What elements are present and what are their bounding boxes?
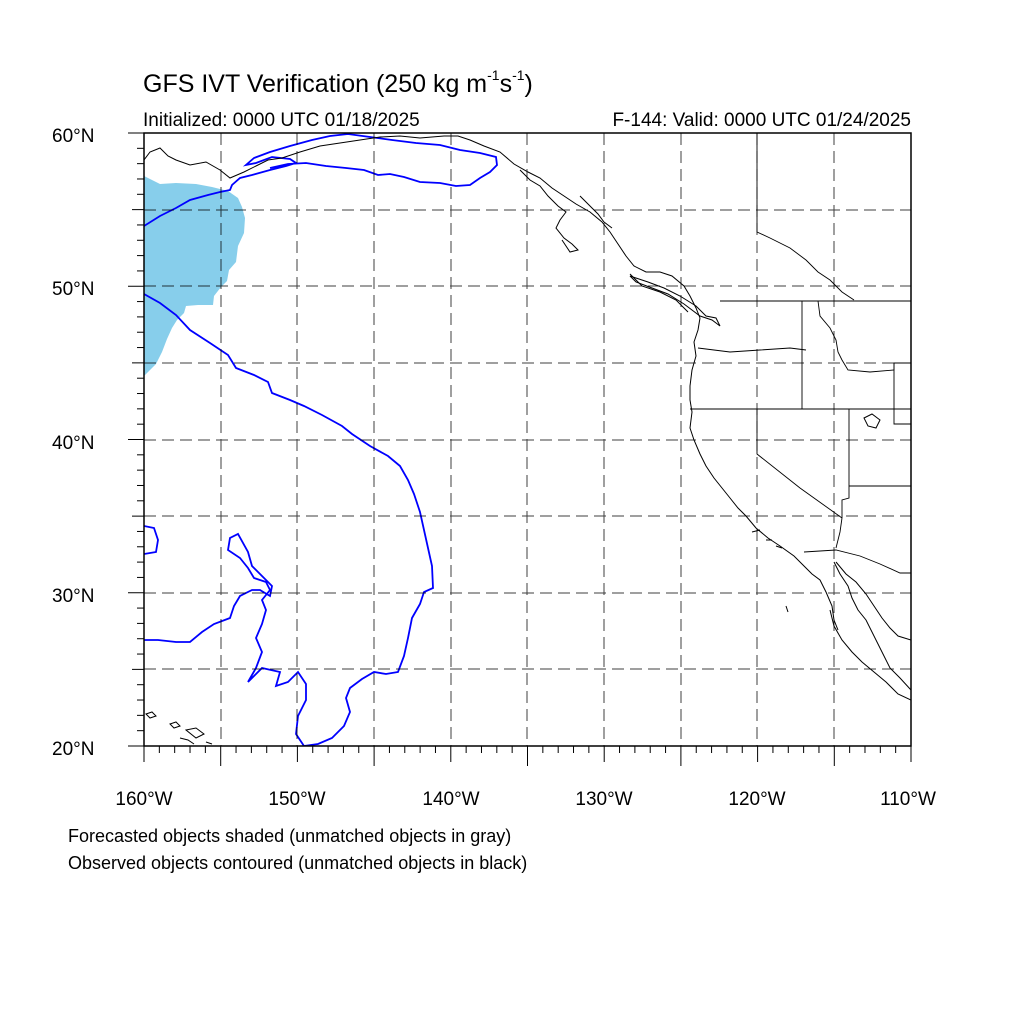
lat-axis-labels: 60°N 50°N 40°N 30°N 20°N (52, 126, 94, 760)
wa-or-border (697, 347, 807, 353)
lat-label-20: 20°N (52, 739, 94, 760)
lon-label-140w: 140°W (422, 789, 479, 810)
lat-label-40: 40°N (52, 433, 94, 454)
valid-time: F-144: Valid: 0000 UTC 01/24/2025 (612, 110, 911, 131)
lat-label-50: 50°N (52, 279, 94, 300)
initialized-time: Initialized: 0000 UTC 01/18/2025 (143, 110, 420, 131)
observed-contour-north (144, 133, 498, 227)
mexico-mainland-coast (835, 561, 911, 641)
coastlines (144, 135, 911, 745)
lon-label-130w: 130°W (575, 789, 632, 810)
observed-objects (144, 133, 498, 746)
nv-ut-border (841, 409, 850, 518)
baja-california (829, 561, 911, 701)
lat-label-30: 30°N (52, 586, 94, 607)
vancouver-island (629, 275, 721, 327)
lon-label-110w: 110°W (880, 789, 936, 810)
lat-label-60: 60°N (52, 126, 94, 147)
observed-contour-main (144, 293, 434, 746)
political-borders (690, 133, 911, 574)
great-salt-lake (863, 413, 881, 429)
caption-forecast: Forecasted objects shaded (unmatched obj… (68, 826, 512, 846)
lon-label-160w: 160°W (115, 789, 172, 810)
southeast-alaska-islands (519, 169, 689, 313)
lon-label-150w: 150°W (268, 789, 325, 810)
us-mexico-border (803, 549, 911, 574)
ca-nv-border (756, 409, 843, 519)
channel-islands (751, 529, 789, 613)
id-mt-border (817, 300, 911, 373)
gridlines (144, 133, 911, 746)
forecast-object (144, 176, 245, 376)
canada-territory-border (756, 133, 855, 301)
alaska-coast (144, 135, 701, 319)
plot-title: GFS IVT Verification (250 kg m-1s-1) (143, 67, 533, 98)
az-ca-border (835, 517, 843, 549)
caption-observed: Observed objects contoured (unmatched ob… (68, 853, 528, 873)
us-west-coast (689, 317, 839, 631)
lon-label-120w: 120°W (728, 789, 785, 810)
axis-ticks (128, 132, 912, 766)
wy-border (893, 363, 911, 425)
lon-axis-labels: 160°W 150°W 140°W 130°W 120°W 110°W (115, 789, 936, 810)
observed-contour-west (144, 525, 159, 555)
hawaii-islands (145, 711, 213, 745)
